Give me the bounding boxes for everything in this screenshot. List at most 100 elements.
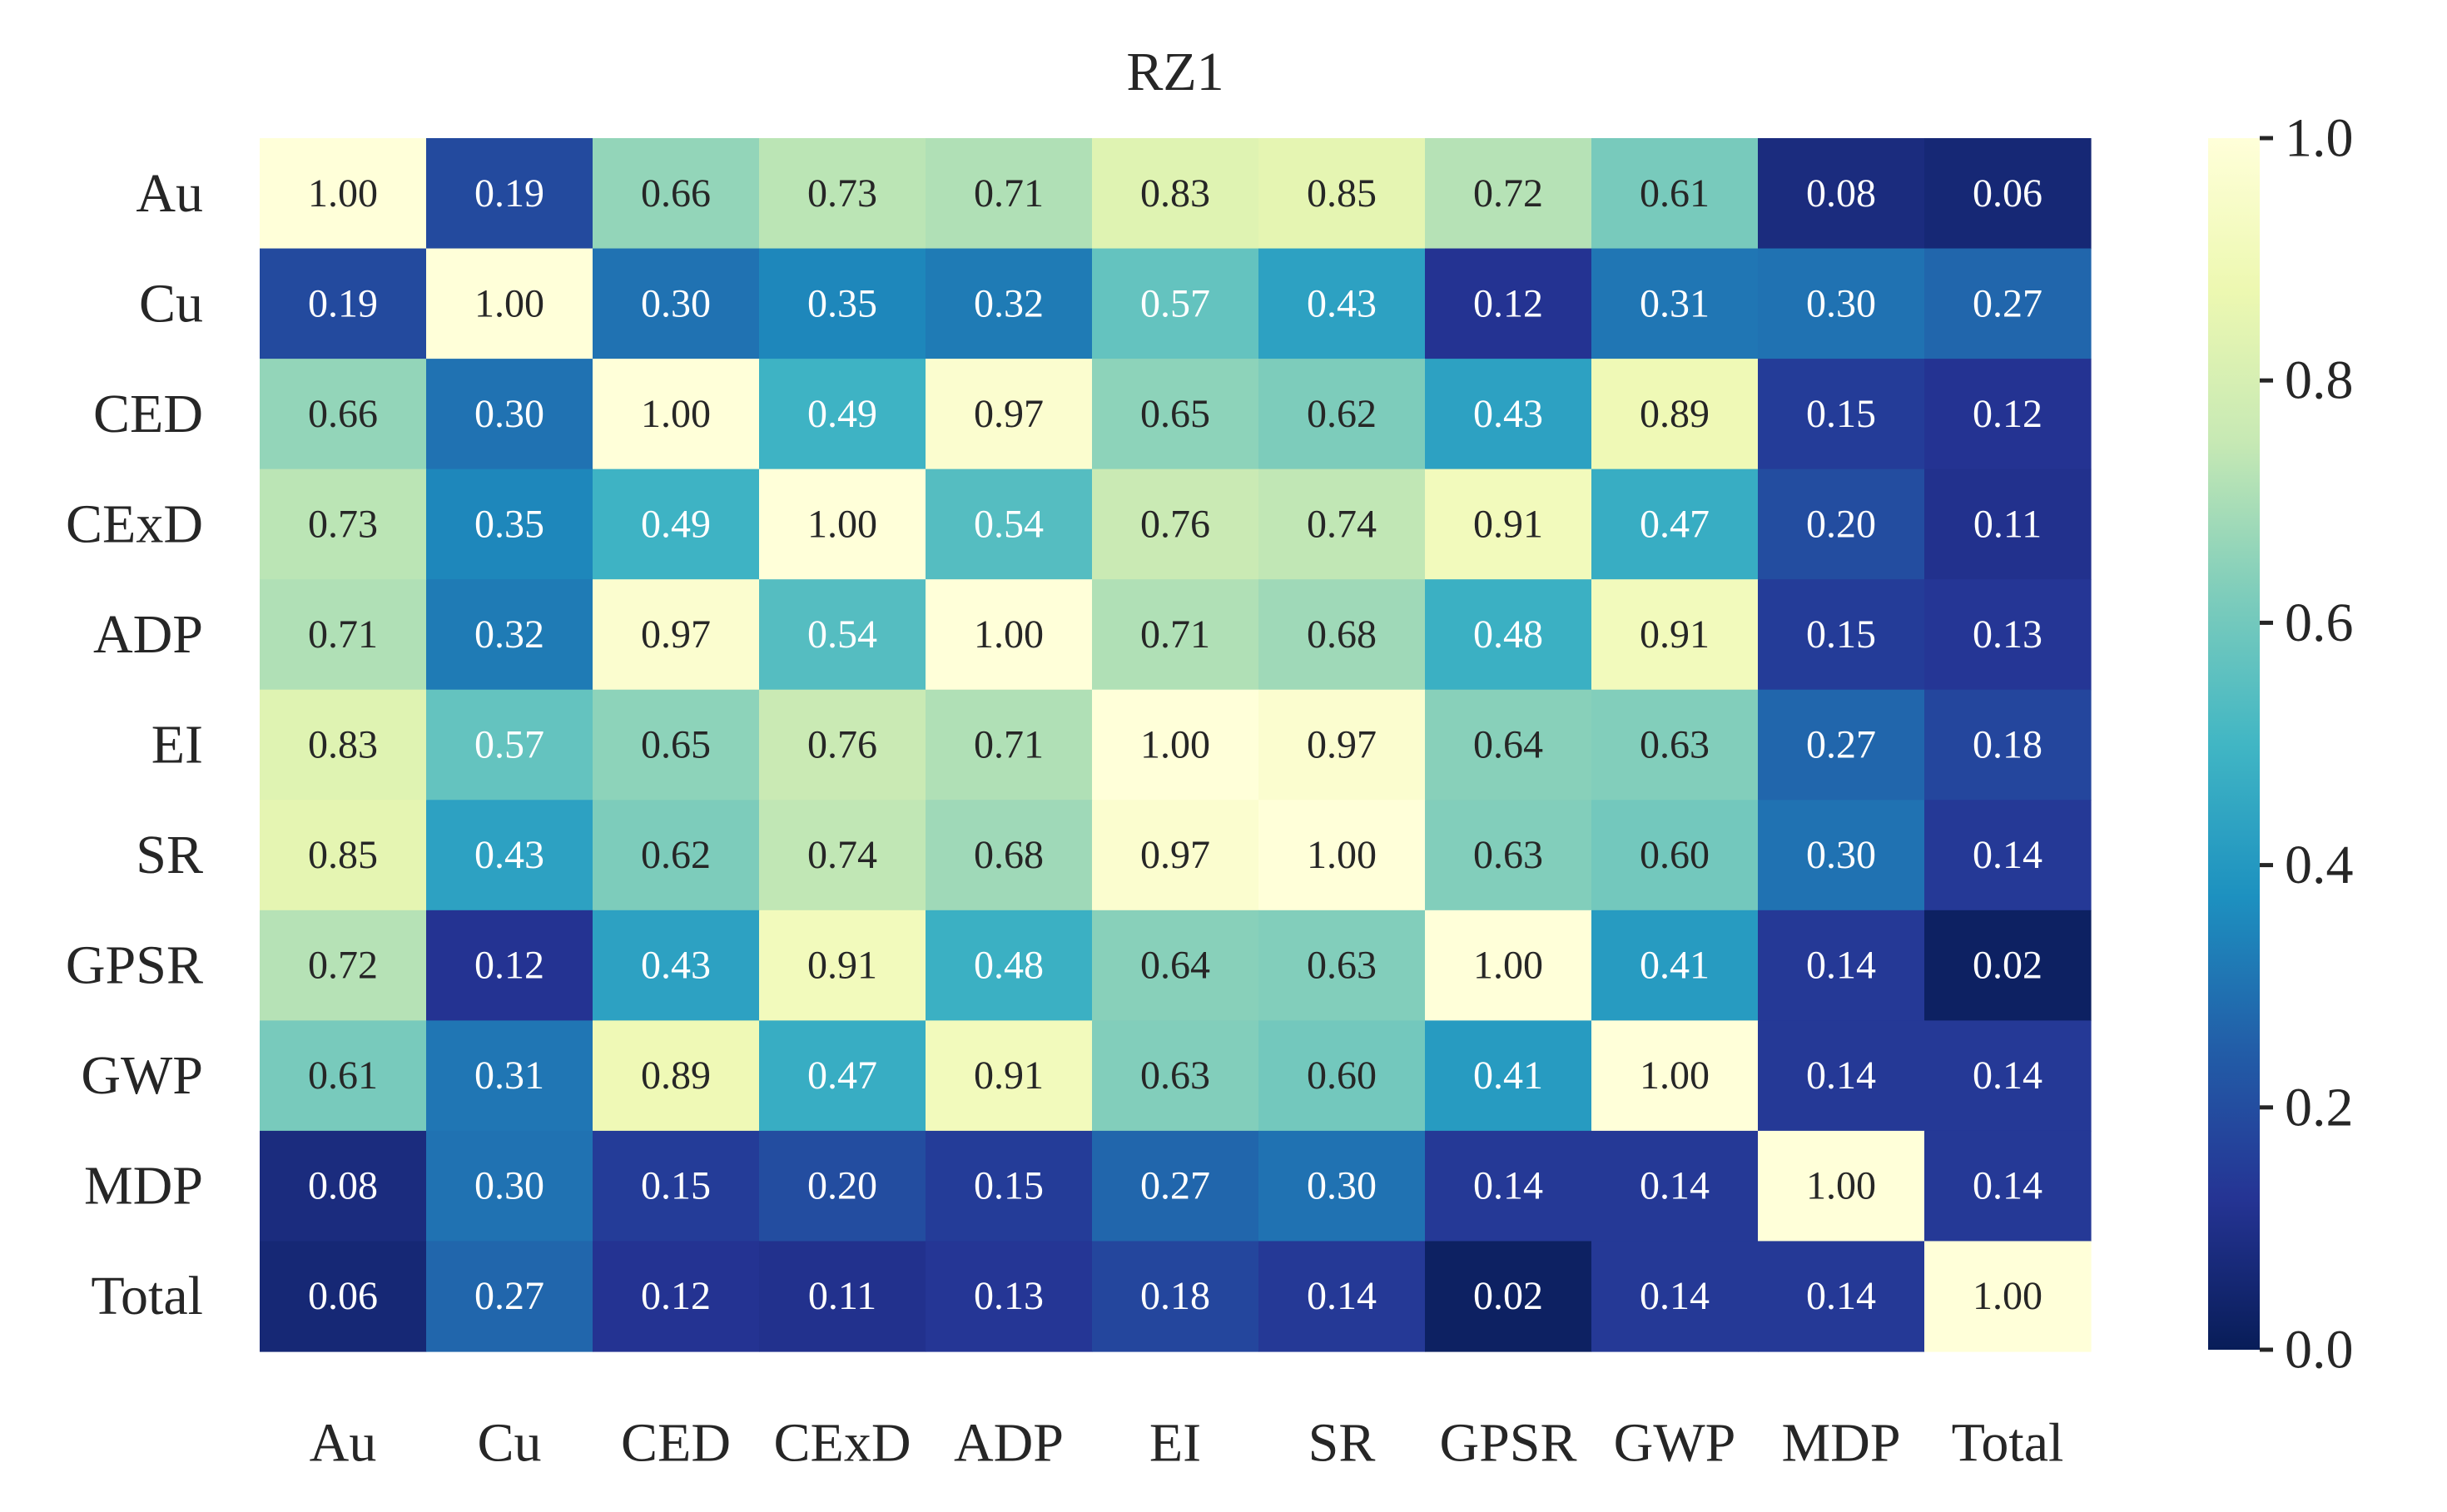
cell-value-label: 0.13: [1973, 612, 2042, 657]
heatmap-cell: [593, 910, 760, 1021]
cell-value-label: 0.15: [974, 1164, 1044, 1208]
cell-value-label: 0.27: [1140, 1164, 1210, 1208]
colorbar-tick-label: 0.4: [2285, 835, 2354, 895]
cell-value-label: 0.14: [1806, 1274, 1876, 1318]
heatmap-cell: [1425, 579, 1592, 691]
cell-value-label: 1.00: [1806, 1164, 1876, 1208]
heatmap-cell: [759, 138, 926, 250]
heatmap-cell: [1425, 1130, 1592, 1242]
x-tick-label: MDP: [1781, 1413, 1900, 1474]
cell-value-label: 0.64: [1140, 944, 1210, 988]
cell-value-label: 0.61: [1640, 171, 1710, 216]
cell-value-label: 0.73: [807, 171, 877, 216]
cell-value-label: 0.27: [1973, 281, 2042, 325]
cell-value-label: 0.27: [1806, 723, 1876, 767]
cell-value-label: 0.11: [808, 1274, 876, 1318]
heatmap-cell: [1591, 1130, 1759, 1242]
cell-value-label: 0.15: [1806, 612, 1876, 657]
heatmap-cell: [1425, 468, 1592, 580]
cell-value-label: 0.27: [474, 1274, 544, 1318]
heatmap-cell: [1758, 138, 1925, 250]
heatmap-cell: [1758, 579, 1925, 691]
cell-value-label: 0.91: [1473, 502, 1543, 546]
y-tick-label: Au: [136, 163, 203, 224]
heatmap-cell: [1924, 1241, 2092, 1352]
y-tick-label: GWP: [81, 1045, 203, 1106]
cell-annotations: 1.00 0.19 0.66 0.73 0.71 0.83 0.85 0.72 0.61 0.08…: [308, 171, 2042, 1318]
cell-value-label: 0.14: [1973, 1164, 2042, 1208]
cell-value-label: 0.14: [1473, 1164, 1543, 1208]
cell-value-label: 0.31: [1640, 281, 1710, 325]
cell-value-label: 0.71: [1140, 612, 1210, 657]
x-tick-label: Cu: [477, 1413, 541, 1474]
cell-value-label: 0.13: [974, 1274, 1044, 1318]
heatmap-cell: [1758, 1130, 1925, 1242]
heatmap-cell: [1092, 800, 1259, 911]
heatmap-cell: [1258, 468, 1426, 580]
cell-value-label: 0.14: [1307, 1274, 1377, 1318]
heatmap-cell: [593, 1020, 760, 1132]
cell-value-label: 0.76: [807, 723, 877, 767]
heatmap-cell: [1258, 1130, 1426, 1242]
cell-value-label: 0.15: [641, 1164, 711, 1208]
heatmap-cell: [593, 138, 760, 250]
cell-value-label: 0.18: [1973, 723, 2042, 767]
cell-value-label: 0.14: [1640, 1164, 1710, 1208]
cell-value-label: 0.97: [974, 392, 1044, 436]
cell-value-label: 0.97: [1140, 833, 1210, 877]
heatmap-cell: [1758, 800, 1925, 911]
cell-value-label: 1.00: [807, 502, 877, 546]
heatmap-cell: [926, 800, 1093, 911]
heatmap-cell: [1591, 910, 1759, 1021]
heatmap-cell: [1758, 910, 1925, 1021]
cell-value-label: 1.00: [474, 281, 544, 325]
cell-value-label: 0.49: [641, 502, 711, 546]
x-tick-label: GPSR: [1439, 1413, 1576, 1474]
cell-value-label: 0.66: [308, 392, 378, 436]
cell-value-label: 0.91: [1640, 612, 1710, 657]
heatmap-cell: [1092, 1241, 1259, 1352]
heatmap-cell: [593, 689, 760, 801]
colorbar-tick-label: 1.0: [2285, 108, 2354, 169]
heatmap-cell: [593, 248, 760, 359]
x-tick-label: CED: [621, 1413, 731, 1474]
heatmap-cell: [260, 1241, 427, 1352]
cell-value-label: 0.43: [641, 944, 711, 988]
heatmap-cell: [926, 359, 1093, 470]
heatmap-cell: [1258, 138, 1426, 250]
cell-value-label: 0.19: [474, 171, 544, 216]
cell-value-label: 0.31: [474, 1053, 544, 1098]
cell-value-label: 0.83: [308, 723, 378, 767]
y-tick-label: EI: [151, 715, 203, 776]
cell-value-label: 0.20: [1806, 502, 1876, 546]
heatmap-cell: [1258, 689, 1426, 801]
heatmap-cell: [1092, 1020, 1259, 1132]
heatmap-cell: [926, 468, 1093, 580]
cell-value-label: 0.57: [1140, 281, 1210, 325]
cell-value-label: 0.85: [1307, 171, 1377, 216]
heatmap-cell: [1591, 689, 1759, 801]
cell-value-label: 0.41: [1473, 1053, 1543, 1098]
colorbar: 0.0 0.2 0.4 0.6 0.8 1.0: [2208, 108, 2354, 1381]
heatmap-cell: [1924, 1130, 2092, 1242]
cell-value-label: 0.35: [474, 502, 544, 546]
cell-value-label: 1.00: [308, 171, 378, 216]
cell-value-label: 0.73: [308, 502, 378, 546]
heatmap-cell: [1092, 910, 1259, 1021]
x-tick-label: Au: [310, 1413, 377, 1474]
cell-value-label: 0.97: [641, 612, 711, 657]
cell-value-label: 1.00: [1973, 1274, 2042, 1318]
heatmap-cell: [926, 1241, 1093, 1352]
heatmap-cell: [759, 1130, 926, 1242]
heatmap-cell: [1924, 910, 2092, 1021]
heatmap-cell: [1591, 579, 1759, 691]
heatmap-cell: [260, 1020, 427, 1132]
heatmap-cell: [1591, 138, 1759, 250]
cell-value-label: 0.71: [974, 723, 1044, 767]
cell-value-label: 0.30: [1806, 833, 1876, 877]
cell-value-label: 0.48: [1473, 612, 1543, 657]
heatmap-cell: [1758, 689, 1925, 801]
cell-value-label: 0.02: [1973, 944, 2042, 988]
y-tick-label: MDP: [84, 1156, 203, 1217]
heatmap-cell: [426, 1241, 593, 1352]
